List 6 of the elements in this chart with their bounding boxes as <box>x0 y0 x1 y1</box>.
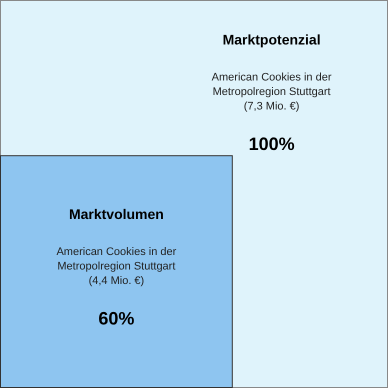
text: American Cookies in der Metropolregion Stuttgart (7,3 Mio. €) <box>212 72 332 113</box>
data-label: 100% <box>248 134 295 154</box>
category-label: Marktpotenzial <box>222 32 321 48</box>
text: American Cookies in der Metropolregion Stuttgart (4,4 Mio. €) <box>56 246 177 288</box>
data-label: 60% <box>98 308 134 329</box>
category-label: Marktvolumen <box>68 206 164 222</box>
